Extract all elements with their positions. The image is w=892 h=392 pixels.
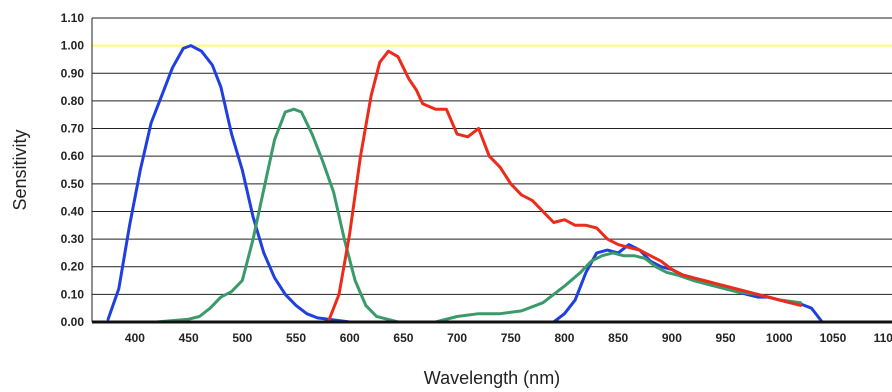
y-axis-title: Sensitivity (10, 129, 30, 210)
y-tick-label: 0.70 (61, 122, 85, 136)
y-tick-label: 0.10 (61, 287, 85, 301)
y-tick-labels: 0.00 0.10 0.20 0.30 0.40 0.50 0.60 0.70 0.80 0.90… (61, 11, 85, 329)
x-tick-label: 1100 (874, 331, 892, 345)
y-tick-label: 0.20 (61, 260, 85, 274)
y-tick-label: 0.80 (61, 94, 85, 108)
y-tick-label: 0.50 (61, 177, 85, 191)
x-axis-title: Wavelength (nm) (424, 368, 560, 388)
x-tick-label: 550 (286, 331, 306, 345)
x-tick-label: 850 (608, 331, 628, 345)
axes (91, 18, 892, 324)
series-line (106, 49, 803, 324)
x-tick-labels: 400 450 500 550 600 650 700 750 800 850 900 950 1000… (125, 331, 892, 345)
x-tick-label: 900 (662, 331, 682, 345)
x-tick-label: 600 (340, 331, 360, 345)
y-tick-label: 0.40 (61, 204, 85, 218)
y-tick-label: 0.30 (61, 232, 85, 246)
x-tick-label: 750 (501, 331, 521, 345)
grid (92, 17, 892, 295)
x-tick-label: 1000 (766, 331, 793, 345)
x-tick-label: 800 (554, 331, 574, 345)
x-tick-label: 700 (447, 331, 467, 345)
y-tick-label: 0.00 (61, 315, 85, 329)
x-tick-label: 1050 (820, 331, 847, 345)
x-tick-label: 650 (393, 331, 413, 345)
y-tick-label: 0.90 (61, 66, 85, 80)
x-tick-label: 950 (716, 331, 736, 345)
y-tick-label: 1.10 (61, 11, 85, 25)
x-tick-label: 500 (232, 331, 252, 345)
y-tick-label: 1.00 (61, 39, 85, 53)
x-tick-label: 400 (125, 331, 145, 345)
series-line (106, 107, 803, 324)
y-tick-label: 0.60 (61, 149, 85, 163)
x-tick-label: 450 (179, 331, 199, 345)
